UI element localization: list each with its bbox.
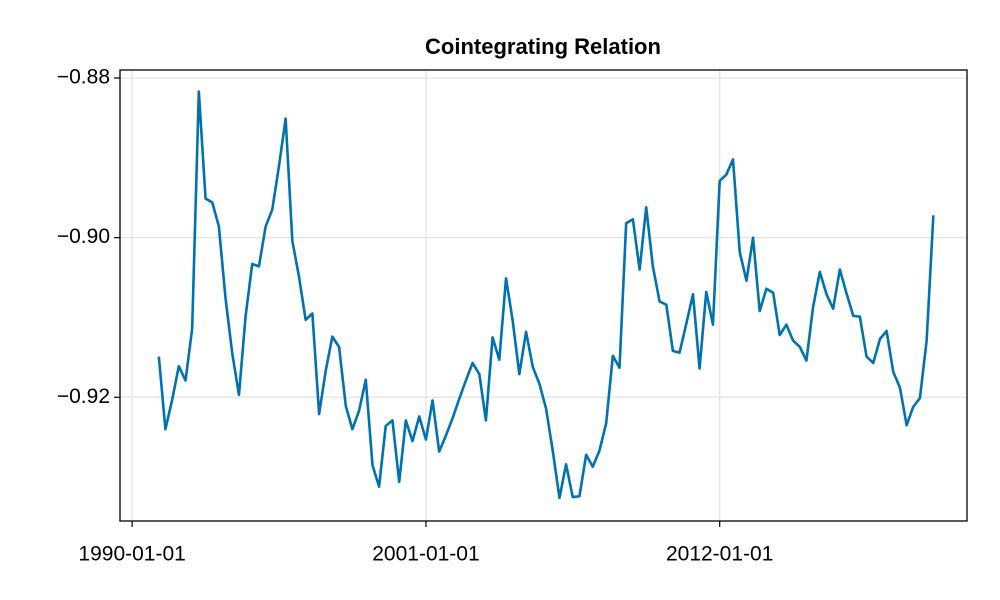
y-tick-label: −0.92 bbox=[57, 385, 110, 408]
y-tick-label: −0.90 bbox=[57, 225, 110, 248]
data-line bbox=[157, 90, 935, 500]
x-tick-label: 2012-01-01 bbox=[666, 543, 773, 566]
x-tick-label: 1990-01-01 bbox=[78, 543, 185, 566]
plot bbox=[157, 90, 935, 500]
plot-frame bbox=[119, 69, 968, 522]
x-tick-label: 2001-01-01 bbox=[372, 543, 479, 566]
chart-title: Cointegrating Relation bbox=[425, 34, 661, 59]
y-tick-label: −0.88 bbox=[57, 66, 110, 89]
